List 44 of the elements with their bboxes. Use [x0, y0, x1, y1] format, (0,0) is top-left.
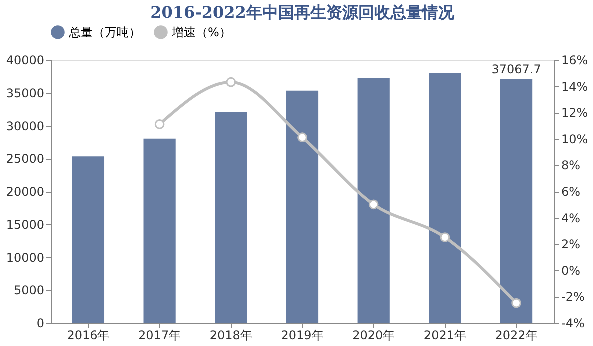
- x-tick-label: 2016年: [67, 328, 110, 342]
- y2-tick-label: 12%: [562, 106, 588, 120]
- y-tick-label: 25000: [6, 152, 44, 166]
- point: [154, 120, 165, 130]
- data-label: 37067.7: [492, 62, 542, 76]
- x-tick-label: 2019年: [281, 328, 324, 342]
- y-tick-label: 35000: [6, 86, 44, 100]
- y2-tick-label: -2%: [562, 290, 585, 304]
- point: [440, 232, 450, 242]
- x-tick-label: 2020年: [352, 328, 396, 342]
- chart-title: 2016-2022年中国再生资源回收总量情况: [150, 3, 456, 22]
- y-tick-label: 0: [36, 316, 44, 330]
- y-tick-label: 15000: [6, 218, 44, 232]
- y2-tick-label: 0%: [562, 264, 581, 278]
- point: [226, 77, 236, 88]
- point: [368, 200, 379, 210]
- y2-tick-label: 16%: [562, 54, 588, 68]
- y-tick-label: 10000: [6, 250, 44, 265]
- y-tick-label: 20000: [6, 185, 44, 199]
- x-tick-label: 2022年: [495, 328, 538, 342]
- y-tick-label: 30000: [6, 119, 44, 134]
- bar: [358, 78, 390, 323]
- y2-tick-label: 14%: [562, 80, 588, 94]
- bar: [429, 73, 462, 323]
- bar: [144, 138, 176, 323]
- x-tick-label: 2017年: [138, 328, 182, 342]
- bar: [286, 90, 319, 323]
- y2-tick-label: 4%: [562, 211, 581, 226]
- y2-tick-label: 8%: [562, 158, 581, 173]
- bar: [500, 79, 533, 323]
- point: [512, 298, 522, 308]
- y2-tick-label: 10%: [562, 132, 588, 146]
- point: [298, 132, 308, 143]
- bar: [215, 112, 248, 323]
- x-tick-label: 2021年: [424, 328, 466, 342]
- y-tick-label: 40000: [6, 54, 44, 68]
- bar: [72, 156, 105, 323]
- y2-tick-label: 6%: [562, 185, 581, 199]
- x-tick-label: 2018年: [210, 328, 252, 342]
- legend-label: 增速（%）: [171, 25, 232, 40]
- legend-label: 总量（万吨）: [68, 25, 141, 40]
- y2-tick-label: 2%: [562, 238, 581, 252]
- y2-tick-label: -4%: [562, 316, 585, 330]
- y-tick-label: 5000: [14, 284, 44, 298]
